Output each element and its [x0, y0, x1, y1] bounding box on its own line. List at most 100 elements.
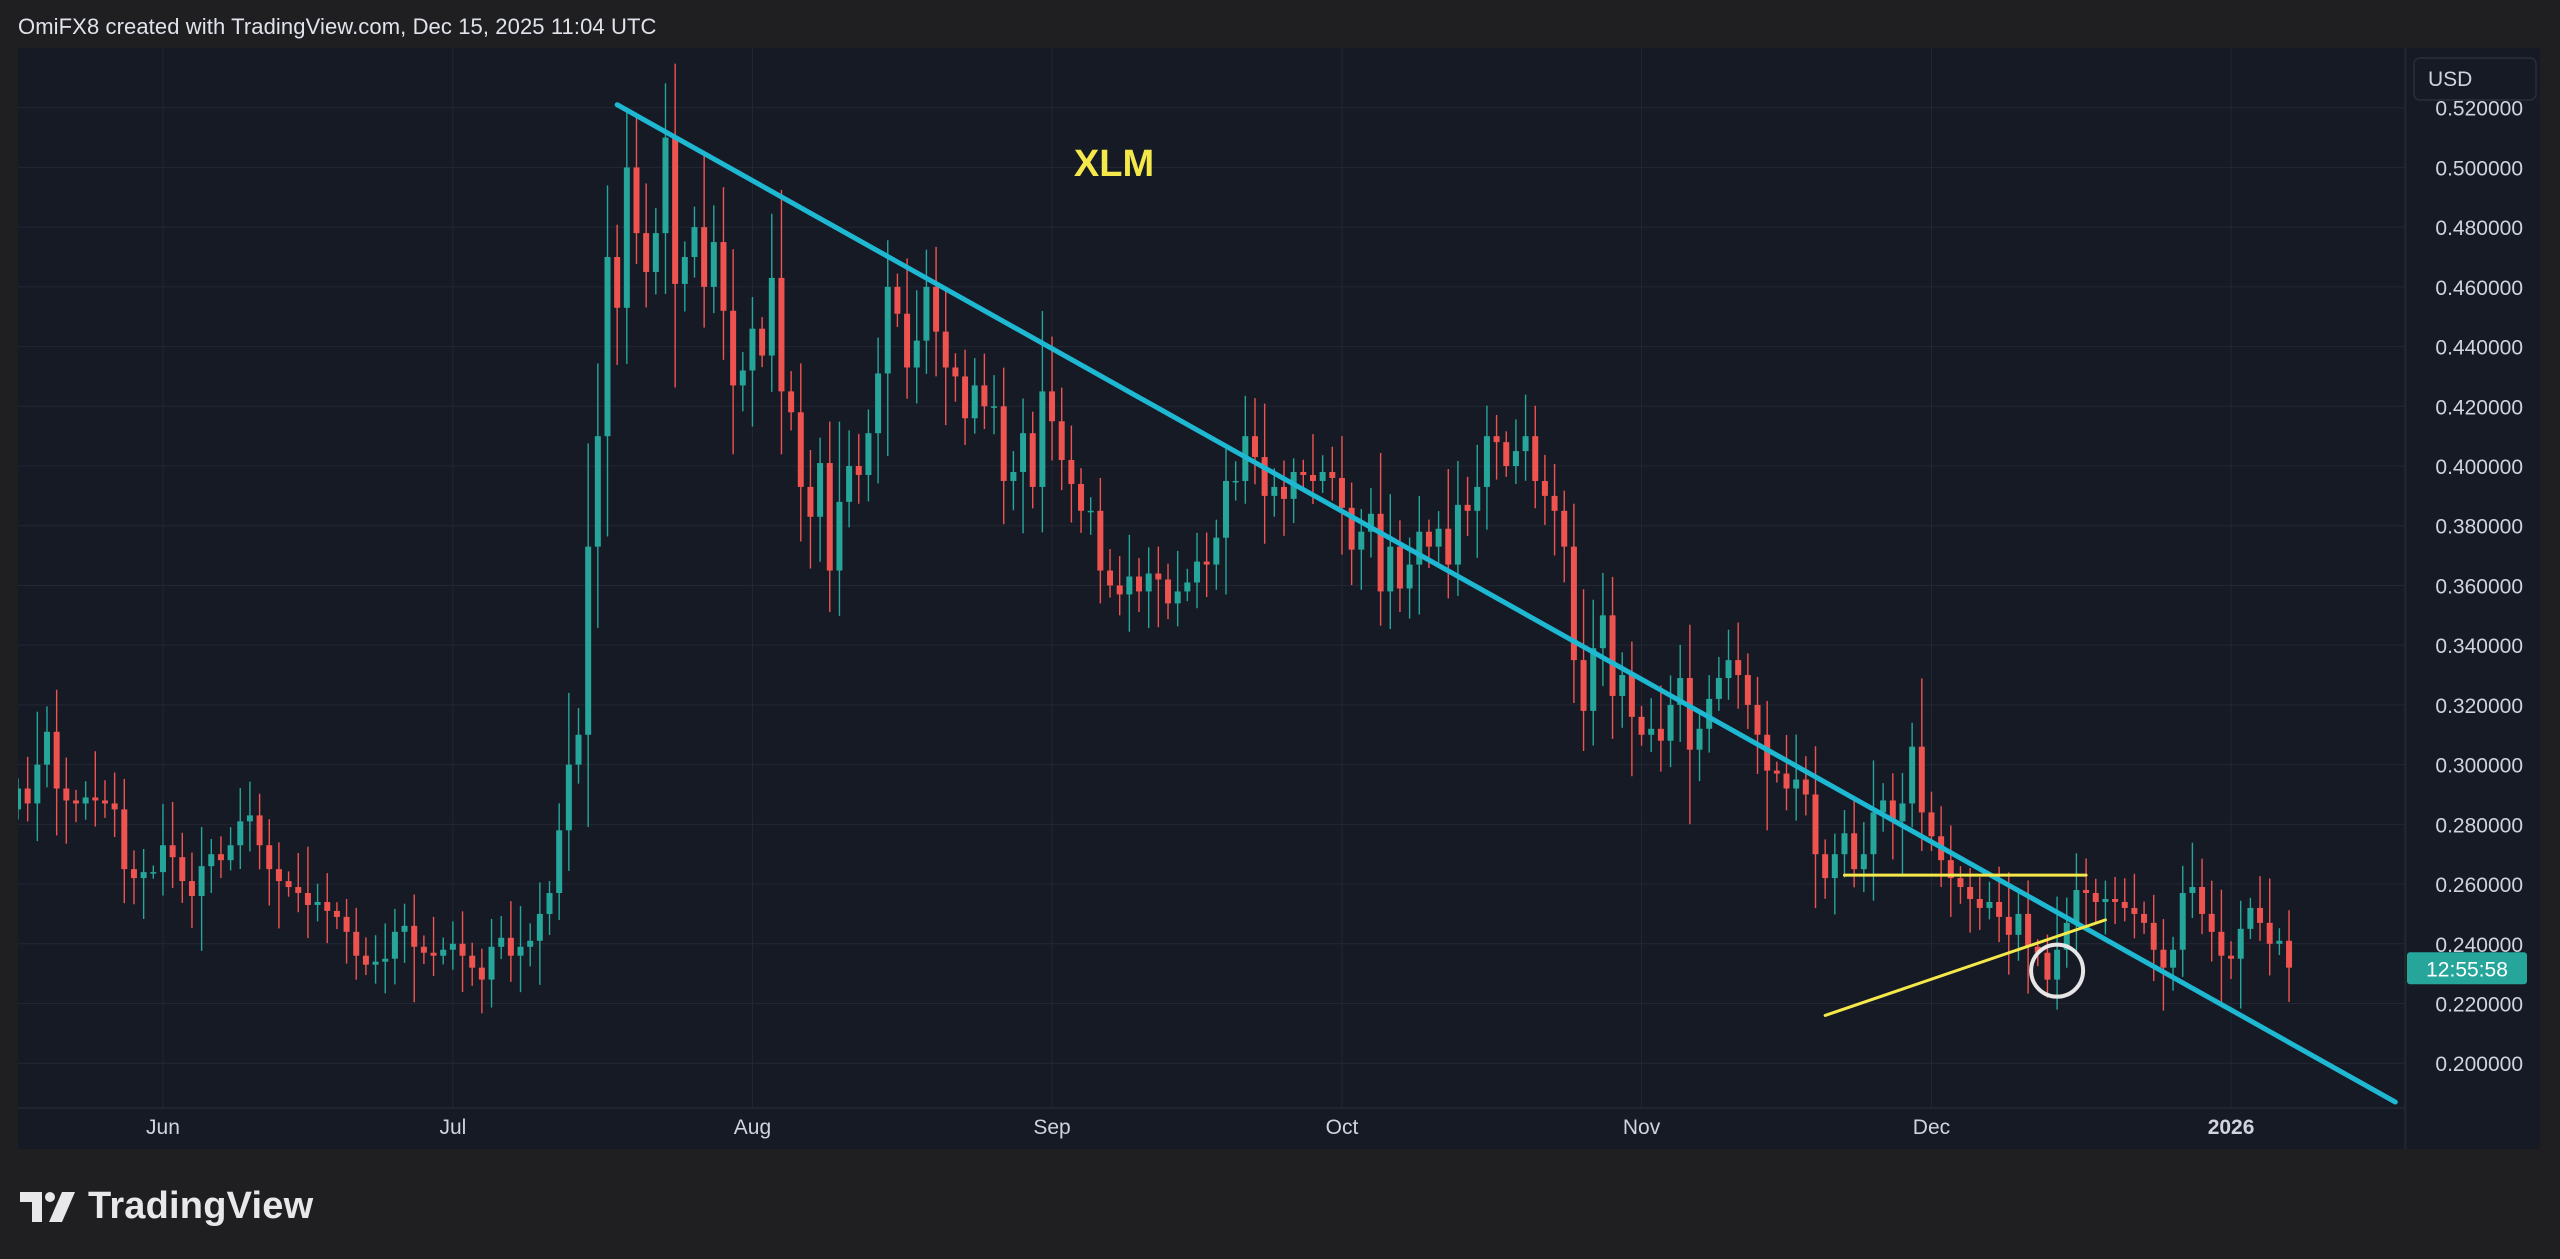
- candle-body: [691, 227, 698, 258]
- candle-body: [2102, 898, 2109, 902]
- y-tick-label: 0.520000: [2435, 98, 2523, 121]
- y-tick-label: 0.200000: [2435, 1053, 2523, 1076]
- candle-body: [594, 436, 601, 547]
- y-tick-label: 0.500000: [2435, 157, 2523, 180]
- candle-body: [2276, 940, 2283, 944]
- candle-body: [1561, 510, 1568, 547]
- candle-body: [817, 463, 824, 517]
- candle-body: [1280, 486, 1287, 499]
- candle-body: [1744, 675, 1751, 705]
- candle-body: [2121, 901, 2128, 908]
- candle-body: [24, 788, 31, 804]
- candle-body: [2160, 949, 2167, 968]
- candle-body: [1300, 472, 1307, 475]
- candle-body: [875, 373, 882, 434]
- candle-body: [430, 952, 437, 956]
- tradingview-logo[interactable]: TradingView: [20, 1185, 313, 1228]
- countdown-label: 12:55:58: [2426, 958, 2508, 981]
- candle-body: [2092, 893, 2099, 902]
- candle-body: [1068, 460, 1075, 484]
- candle-body: [179, 857, 186, 882]
- candle-body: [82, 797, 89, 804]
- chart-plot-area[interactable]: [18, 48, 2405, 1149]
- candle-body: [1174, 591, 1181, 604]
- candle-body: [1338, 477, 1345, 508]
- candle-body: [1116, 585, 1123, 595]
- candle-body: [1918, 746, 1925, 813]
- tradingview-wordmark: TradingView: [88, 1185, 314, 1227]
- candle-body: [1764, 734, 1771, 771]
- candle-body: [420, 946, 427, 953]
- candle-body: [1831, 854, 1838, 879]
- candle-body: [1078, 483, 1085, 511]
- x-tick-label: Oct: [1326, 1116, 1359, 1139]
- candle-body: [353, 931, 360, 956]
- candle-body: [1464, 504, 1471, 511]
- candle-body: [237, 821, 244, 846]
- chart-title: XLM: [1074, 143, 1154, 185]
- candle-body: [884, 286, 891, 374]
- candle-body: [1541, 480, 1548, 496]
- candle-body: [2237, 928, 2244, 959]
- candle-body: [401, 925, 408, 932]
- y-tick-label: 0.240000: [2435, 934, 2523, 957]
- x-tick-label: Jul: [439, 1116, 466, 1139]
- x-tick-label: Nov: [1623, 1116, 1661, 1139]
- y-tick-label: 0.300000: [2435, 755, 2523, 778]
- candle-body: [1425, 531, 1432, 547]
- candle-body: [2286, 940, 2293, 968]
- candle-body: [1880, 800, 1887, 813]
- candle-body: [1793, 779, 1800, 789]
- candle-body: [34, 764, 41, 804]
- y-tick-label: 0.340000: [2435, 635, 2523, 658]
- candle-body: [92, 797, 99, 801]
- candle-body: [275, 869, 282, 882]
- candle-body: [266, 845, 273, 870]
- candle-body: [710, 242, 717, 287]
- y-tick-label: 0.260000: [2435, 874, 2523, 897]
- candle-body: [1957, 878, 1964, 888]
- candle-body: [1329, 472, 1336, 478]
- candle-body: [372, 961, 379, 965]
- candle-body: [1213, 537, 1220, 565]
- x-tick-label: Jun: [146, 1116, 180, 1139]
- x-tick-label: Sep: [1033, 1116, 1070, 1139]
- y-tick-label: 0.440000: [2435, 337, 2523, 360]
- candle-body: [923, 286, 930, 341]
- candle-body: [672, 137, 679, 284]
- candle-body: [1232, 480, 1239, 483]
- candle-body: [1000, 406, 1007, 481]
- candle-body: [836, 501, 843, 571]
- candle-body: [614, 257, 621, 308]
- candle-body: [855, 466, 862, 475]
- candle-body: [72, 800, 79, 804]
- candle-body: [498, 937, 505, 947]
- candle-body: [2199, 887, 2206, 914]
- candle-body: [2179, 893, 2186, 950]
- candle-body: [1735, 660, 1742, 676]
- currency-label: USD: [2428, 68, 2472, 91]
- candle-body: [1812, 794, 1819, 855]
- chart-overlay: XLM USD 12:55:58: [1074, 57, 2537, 999]
- candle-body: [304, 893, 311, 905]
- candle-body: [1909, 746, 1916, 804]
- candle-body: [382, 958, 389, 962]
- candle-body: [1773, 770, 1780, 774]
- candle-body: [1609, 615, 1616, 696]
- candle-body: [643, 233, 650, 272]
- candle-body: [227, 845, 234, 861]
- candle-body: [942, 331, 949, 368]
- candle-body: [904, 313, 911, 368]
- candle-body: [1474, 486, 1481, 511]
- candle-body: [1725, 660, 1732, 679]
- candle-body: [130, 869, 137, 879]
- candle-body: [788, 391, 795, 413]
- candle-body: [1590, 648, 1597, 711]
- candle-body: [2015, 913, 2022, 935]
- candle-body: [1087, 510, 1094, 513]
- candle-body: [1010, 472, 1017, 481]
- candle-body: [1638, 716, 1645, 735]
- candle-body: [2218, 931, 2225, 956]
- candle-body: [633, 167, 640, 234]
- candle-body: [1947, 860, 1954, 879]
